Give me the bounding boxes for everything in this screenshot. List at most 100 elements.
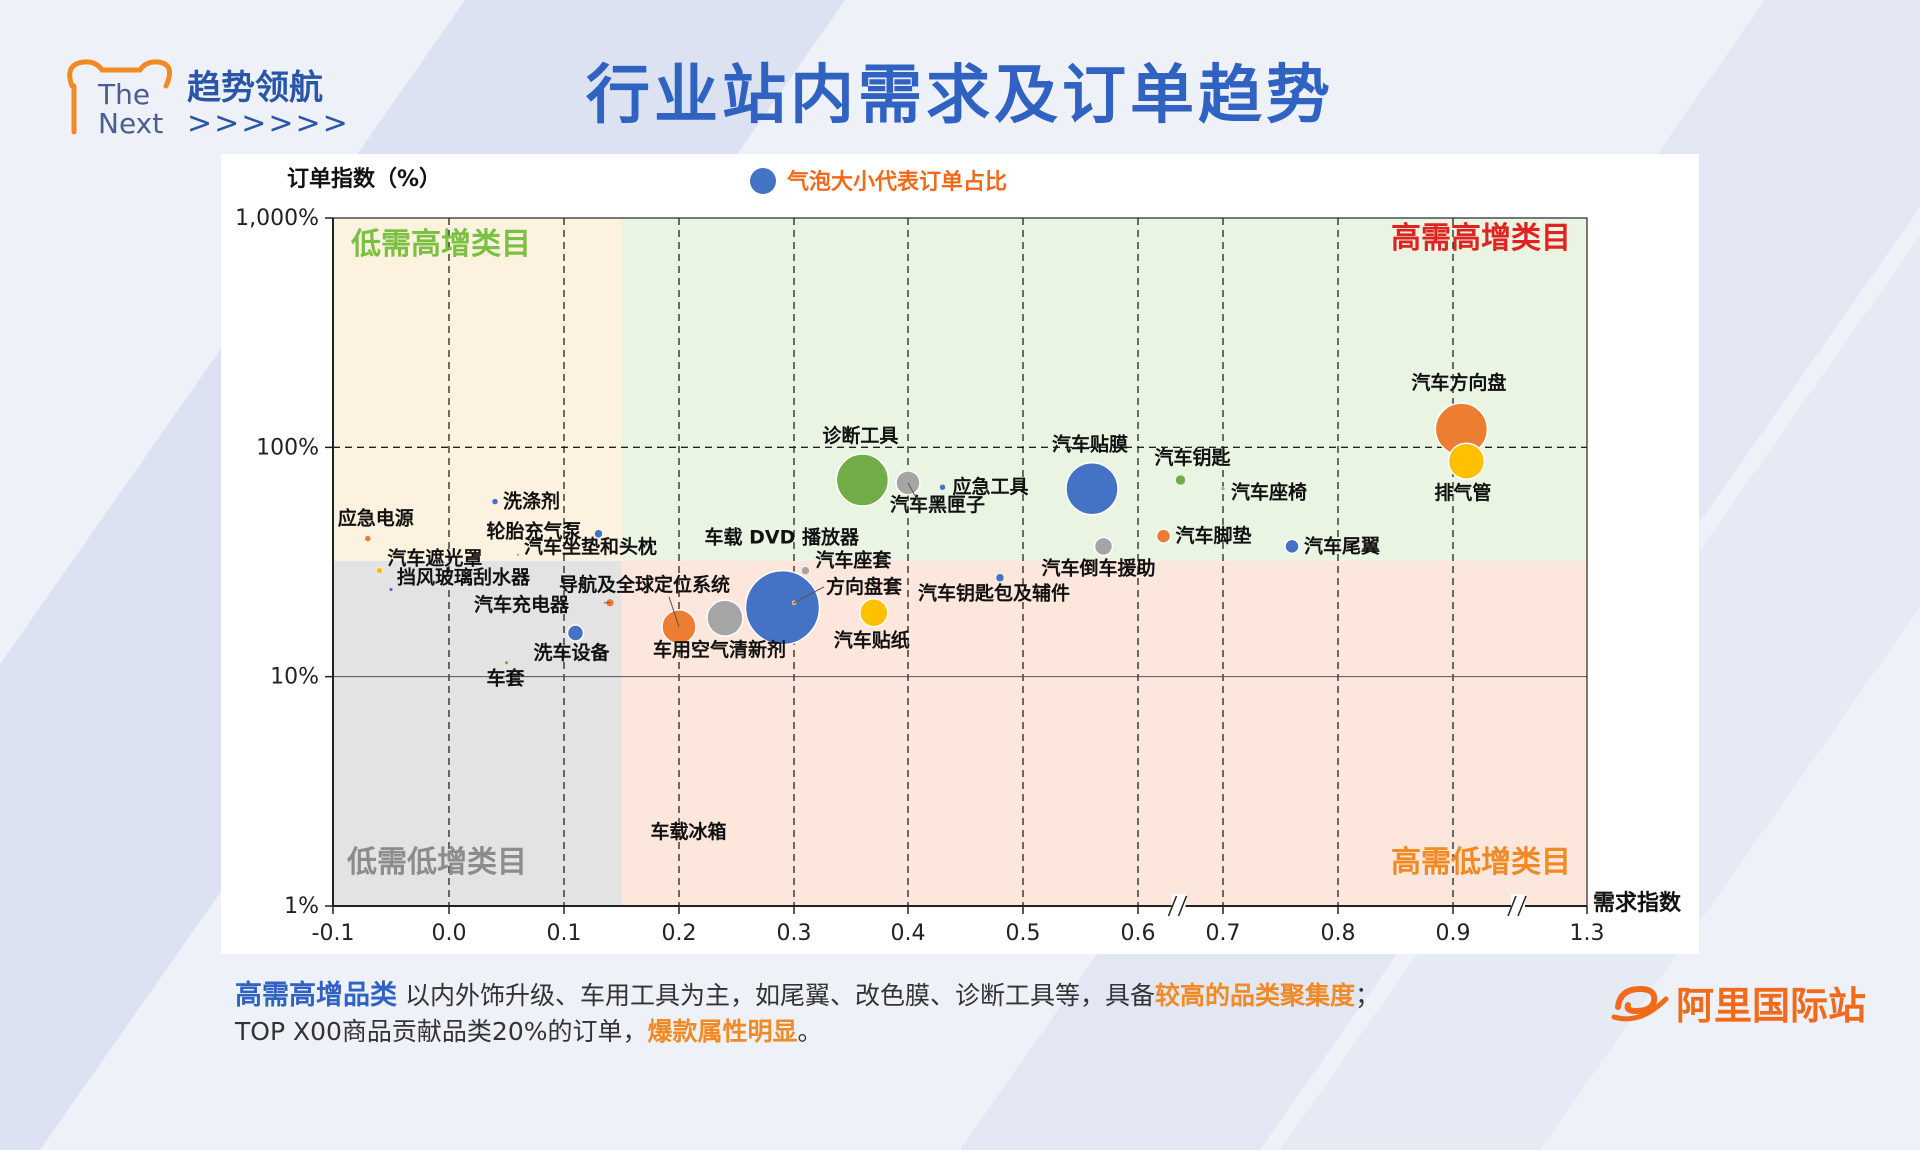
bubble-label: 汽车钥匙 bbox=[1155, 446, 1232, 469]
bubble-label: 汽车贴膜 bbox=[1052, 433, 1128, 456]
bubble-label: 汽车尾翼 bbox=[1304, 534, 1380, 557]
bubble-label: 应急工具 bbox=[953, 475, 1029, 498]
bubble bbox=[744, 569, 821, 646]
bubble-label: 洗涤剂 bbox=[503, 490, 560, 513]
x-tick-label: 0.3 bbox=[777, 921, 812, 946]
x-tick-label: 0.6 bbox=[1121, 921, 1156, 946]
bubble bbox=[859, 597, 889, 628]
bubble bbox=[1220, 486, 1226, 491]
zone-low-demand-high-growth bbox=[333, 218, 622, 561]
x-axis-label: 需求指数 bbox=[1593, 890, 1682, 916]
logo-arrows: >>>>>> bbox=[187, 106, 350, 141]
bear-ears-logo-icon bbox=[67, 59, 173, 135]
bubble-label: 排气管 bbox=[1434, 481, 1491, 504]
x-tick-label: -0.1 bbox=[312, 921, 355, 946]
axis-break-mark bbox=[1517, 895, 1527, 917]
bubble-label: 汽车充电器 bbox=[474, 593, 570, 616]
bubble-label: 汽车遮光罩 bbox=[387, 547, 482, 570]
y-tick-label: 1% bbox=[284, 894, 319, 919]
logo-text-en: The Next bbox=[98, 80, 163, 138]
bubble-label: 导航及全球定位系统 bbox=[559, 573, 730, 596]
logo-line-the: The bbox=[98, 78, 151, 111]
bubble-label: 方向盘套 bbox=[826, 575, 903, 598]
chart-card: 1% 10% 100% 1,000% -0.1 0.0 0.1 0.2 0.3 0.4 0.5 0.6… bbox=[221, 154, 1699, 954]
footer-line-2: TOP X00商品贡献品类20%的订单，爆款属性明显。 bbox=[235, 1014, 1380, 1050]
bubble bbox=[1284, 538, 1300, 555]
footer-line-1: 高需高增品类 以内外饰升级、车用工具为主，如尾翼、改色膜、诊断工具等，具备较高的… bbox=[235, 978, 1380, 1014]
bubble bbox=[491, 498, 499, 505]
axis-break-mark bbox=[1167, 895, 1178, 917]
logo-line-next: Next bbox=[98, 107, 164, 140]
bubble bbox=[706, 599, 744, 637]
page-title: 行业站内需求及订单趋势 bbox=[586, 59, 1334, 133]
bubble-label: 汽车座套 bbox=[815, 549, 892, 572]
bubble bbox=[388, 587, 394, 592]
bubble bbox=[1155, 528, 1172, 544]
bubble bbox=[376, 567, 383, 574]
bubble bbox=[1175, 474, 1186, 486]
footer-lead: 高需高增品类 bbox=[235, 980, 397, 1011]
bubble-label: 车用空气清新剂 bbox=[653, 638, 786, 661]
bubble-label: 诊断工具 bbox=[822, 424, 898, 447]
footer-text-2: ； bbox=[1354, 981, 1380, 1010]
bubble bbox=[1065, 461, 1119, 516]
x-tick-label: 0.8 bbox=[1321, 921, 1356, 946]
x-tick-label: 0.2 bbox=[662, 921, 697, 946]
bubble bbox=[594, 529, 603, 538]
x-tick-label: 1.3 bbox=[1570, 921, 1605, 946]
y-tick-label: 1,000% bbox=[235, 206, 319, 231]
bubble-label: 汽车方向盘 bbox=[1411, 371, 1506, 394]
bubble bbox=[1447, 442, 1486, 480]
bubble bbox=[835, 453, 890, 507]
bubble bbox=[516, 553, 520, 557]
bubble bbox=[566, 624, 585, 642]
y-tick-label: 10% bbox=[270, 665, 319, 690]
bubble-label: 汽车黑匣子 bbox=[890, 493, 985, 516]
bubble-chart: 1% 10% 100% 1,000% -0.1 0.0 0.1 0.2 0.3 0.4 0.5 0.6… bbox=[235, 166, 1682, 946]
quadrant-label: 低需低增类目 bbox=[346, 845, 527, 880]
axis-break-mark bbox=[1507, 895, 1517, 917]
label-leader-line bbox=[668, 596, 680, 627]
footer-highlight-2: 爆款属性明显 bbox=[647, 1017, 798, 1046]
quadrant-label: 高需低增类目 bbox=[1391, 845, 1571, 880]
bubble-label: 挡风玻璃刮水器 bbox=[397, 565, 531, 588]
logo-text-cn: 趋势领航 bbox=[187, 68, 323, 108]
quadrant-label: 高需高增类目 bbox=[1391, 221, 1571, 256]
zone-low-demand-low-growth bbox=[333, 560, 622, 906]
bubble bbox=[364, 535, 372, 542]
y-axis-label: 订单指数（%） bbox=[287, 166, 441, 192]
x-tick-label: 0.9 bbox=[1436, 921, 1471, 946]
bubble-label: 应急电源 bbox=[338, 507, 414, 530]
bubble-label: 汽车脚垫 bbox=[1176, 524, 1252, 547]
bubble-label: 车载 DVD 播放器 bbox=[705, 526, 860, 549]
footer-summary: 高需高增品类 以内外饰升级、车用工具为主，如尾翼、改色膜、诊断工具等，具备较高的… bbox=[235, 978, 1380, 1050]
x-tick-label: 0.5 bbox=[1006, 921, 1041, 946]
footer-highlight-1: 较高的品类聚集度 bbox=[1154, 981, 1355, 1010]
the-next-logo bbox=[62, 52, 362, 152]
alibaba-smile-icon bbox=[1611, 985, 1669, 1022]
brand-name: 阿里国际站 bbox=[1676, 983, 1867, 1028]
bubble bbox=[801, 566, 810, 575]
alibaba-logo: 阿里国际站 bbox=[1610, 972, 1866, 1032]
footer-line2-text: TOP X00商品贡献品类20%的订单， bbox=[235, 1017, 648, 1046]
label-leader-line bbox=[907, 482, 921, 506]
bubble-label: 汽车倒车援助 bbox=[1042, 556, 1156, 579]
bubble-label: 汽车钥匙包及辅件 bbox=[918, 582, 1070, 605]
bubble-label: 轮胎充气泵 bbox=[487, 520, 582, 543]
x-tick-label: 0.0 bbox=[432, 921, 467, 946]
bubble-label: 洗车设备 bbox=[534, 641, 611, 664]
bubble bbox=[504, 660, 509, 665]
footer-text-1: 以内外饰升级、车用工具为主，如尾翼、改色膜、诊断工具等，具备 bbox=[397, 981, 1155, 1010]
axis-break-mark bbox=[1177, 895, 1188, 917]
bubble-label: 车载冰箱 bbox=[651, 820, 727, 843]
legend-bubble-marker bbox=[750, 168, 776, 194]
bubble-label: 汽车坐垫和头枕 bbox=[524, 535, 657, 558]
y-tick-label: 100% bbox=[256, 435, 319, 460]
bubble bbox=[995, 573, 1005, 582]
bubble-label: 车套 bbox=[487, 667, 526, 690]
x-tick-label: 0.1 bbox=[547, 921, 582, 946]
x-tick-label: 0.4 bbox=[891, 921, 926, 946]
bubble bbox=[1093, 536, 1114, 557]
bubble-label: 汽车座椅 bbox=[1231, 481, 1307, 504]
bubble bbox=[939, 483, 946, 491]
